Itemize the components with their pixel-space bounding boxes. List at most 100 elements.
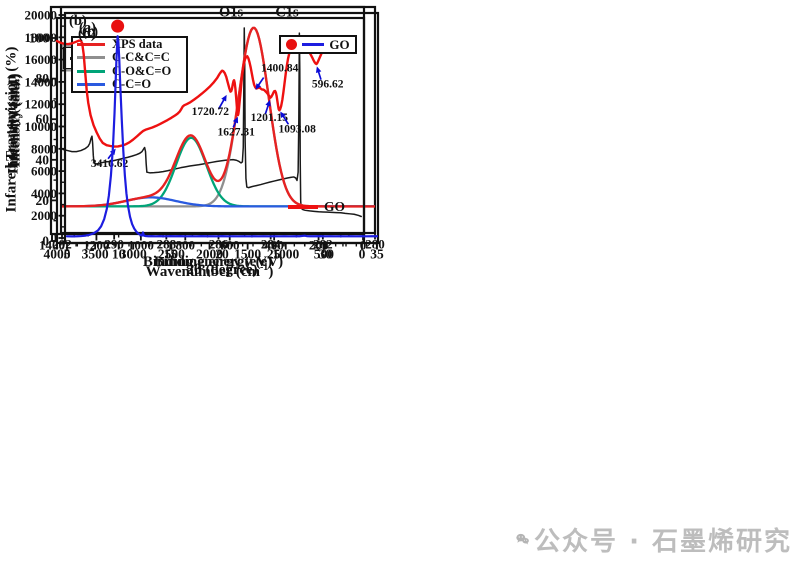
y-tick-label: 20 (36, 193, 50, 208)
annotation-1201.15: 1201.15 (251, 112, 289, 124)
panel-c-legend: GO (284, 198, 354, 216)
cc-fit-line-swatch (77, 56, 105, 60)
x-tick-label: 1200 (83, 238, 109, 253)
y-tick-label: 100 (29, 31, 50, 46)
y-tick-label: 14000 (25, 74, 58, 89)
legend-label: C-C&C=C (112, 50, 170, 64)
y-tick-label: 20000 (25, 8, 58, 23)
legend-item: C-O&C=O (77, 63, 182, 79)
panel-d-chart: 5 10 15 20 25 30 35020004000600080001000012000… (25, 8, 385, 262)
panel-b: 280 282 284 286 288 290 292 (b) Intensity (a.u… (0, 0, 396, 287)
x-tick-label: 20 (215, 247, 229, 262)
legend-item: GO (288, 200, 350, 214)
x-tick-label: 10 (112, 247, 126, 262)
panel-c-x-axis-title: Wavenumber (cm-1) (57, 262, 362, 281)
x-axis-title-close: ) (268, 264, 274, 280)
xps-data-line-swatch (77, 42, 105, 46)
annotation-1400.84: 1400.84 (261, 62, 299, 74)
go-line-swatch (302, 43, 325, 46)
panel-c-label: (c) (82, 24, 99, 40)
annotation-1720.72: 1720.72 (192, 106, 230, 118)
y-tick-label: 80 (36, 71, 50, 86)
watermark-text: 公众号 · 石墨烯研究 (534, 526, 792, 557)
x-tick-label: 600 (220, 238, 240, 253)
annotation-596.62: 596.62 (312, 79, 344, 91)
legend-item: C-C&C=C (77, 50, 182, 65)
x-tick-label: 500 (314, 247, 335, 262)
y-tick-label: 0 (51, 231, 58, 246)
annotation-1093.08: 1093.08 (279, 123, 317, 135)
x-tick-label: 4000 (44, 247, 71, 262)
x-axis-title-text: Wavenumber (cm (145, 264, 260, 280)
y-tick-label: 6000 (31, 164, 57, 179)
annotation-arrow-head (232, 116, 239, 124)
envelope-curve (61, 26, 375, 208)
panel-a-label: (a) (79, 20, 96, 36)
annotation-arrow-head (280, 111, 286, 119)
legend-label: GO (324, 199, 346, 215)
x-tick-label: 25 (267, 247, 281, 262)
legend-item: XPS data (77, 36, 182, 52)
x-tick-label: 1000 (272, 247, 299, 262)
x-tick-label: 35 (370, 247, 384, 262)
x-tick-label: 15 (164, 247, 178, 262)
y-tick-label: 8000 (31, 141, 57, 156)
panel-d-label: (d) (78, 26, 96, 42)
plot-frame (63, 11, 380, 245)
annotation-arrow-head (265, 99, 271, 107)
panel-d-legend: GO (279, 35, 357, 54)
x-axis-title-superscript: -1 (259, 262, 269, 273)
series-GO (65, 35, 379, 238)
annotation-arrow-head (255, 83, 262, 90)
x-tick-label: 3000 (120, 247, 147, 262)
y-tick-label: 60 (36, 112, 50, 127)
y-tick-label: 16000 (25, 52, 58, 67)
annotation-arrow-head (315, 66, 322, 73)
plot-frame (59, 5, 377, 235)
panel-d: 5 10 15 20 25 30 35 0 2000 4000 6000 8000 10000 12000… (0, 0, 396, 287)
y-tick-label: 12000 (25, 97, 58, 112)
panel-b-x-axis-title: Binding energy (eV) (153, 254, 284, 270)
panel-d-y-axis-title: Intensity (a.u.) (5, 80, 22, 175)
y-tick-label: 18000 (25, 30, 58, 45)
annotation-arrow-head (221, 94, 227, 102)
x-tick-label: 3500 (82, 247, 109, 262)
y-tick-label: 40 (36, 152, 50, 167)
x-tick-label: 1000 (128, 238, 154, 253)
watermark: 公众号 · 石墨烯研究 (516, 514, 792, 564)
annotation-1627.31: 1627.31 (218, 126, 256, 138)
x-tick-label: 2000 (196, 247, 223, 262)
panel-d-x-axis-title: 2θ (degree) (186, 262, 258, 278)
legend-item: GO (286, 36, 350, 52)
y-tick-label: 2000 (31, 208, 57, 223)
legend-label: C-O&C=O (112, 63, 172, 78)
x-tick-label: 2500 (158, 247, 185, 262)
y-tick-label: 10000 (25, 119, 58, 134)
wechat-icon (516, 533, 529, 545)
legend-item: C-C=O (77, 77, 182, 92)
legend-label: XPS data (112, 36, 163, 51)
go-dot-swatch (286, 39, 298, 50)
x-tick-label: 1400 (39, 238, 65, 253)
y-tick-label: 4000 (31, 186, 57, 201)
x-tick-label: 30 (319, 247, 333, 262)
cco-fit-line-swatch (77, 83, 105, 87)
panel-c: 0 500 1000 1500 2000 2500 3000 3500 4000 0 20 40 60 8… (0, 0, 396, 287)
panel-a-x-axis-title: Binding energy (eV) (142, 254, 273, 270)
go-line-swatch (288, 205, 318, 209)
x-tick-label: 5 (64, 247, 71, 262)
x-tick-label: 800 (176, 238, 196, 253)
panel-c-chart: 0500100015002000250030003500400002040608… (29, 16, 366, 262)
legend-label: C-C=O (112, 77, 152, 91)
legend-label: GO (329, 36, 350, 52)
co-fit-line-swatch (77, 69, 105, 73)
x-tick-label: 0 (359, 247, 366, 262)
x-tick-label: 1500 (234, 247, 261, 262)
peak-marker-dot (111, 19, 125, 33)
y-tick-label: 0 (42, 234, 49, 249)
x-tick-label: 0 (360, 238, 367, 253)
panel-b-legend: XPS data C-C&C=C C-O&C=O C-C=O (71, 36, 188, 93)
annotation-3416.62: 3416.62 (91, 158, 129, 170)
